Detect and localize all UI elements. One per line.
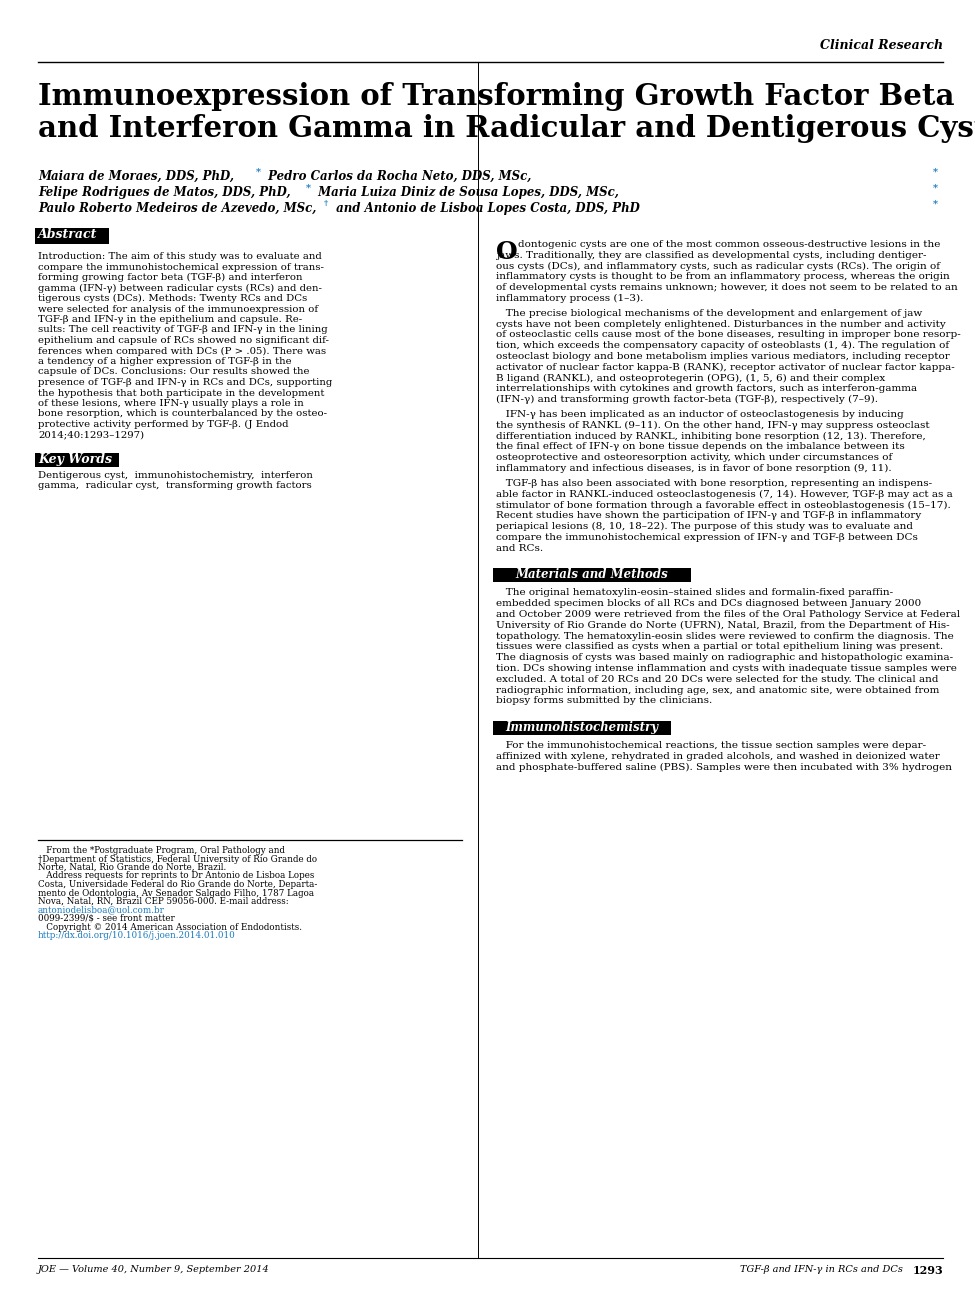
Text: radiographic information, including age, sex, and anatomic site, were obtained f: radiographic information, including age,… xyxy=(496,685,939,694)
Text: tissues were classified as cysts when a partial or total epithelium lining was p: tissues were classified as cysts when a … xyxy=(496,642,943,651)
Text: Key Words: Key Words xyxy=(38,453,112,466)
Text: TGF-β and IFN-γ in RCs and DCs: TGF-β and IFN-γ in RCs and DCs xyxy=(740,1265,903,1274)
Text: inflammatory cysts is thought to be from an inflammatory process, whereas the or: inflammatory cysts is thought to be from… xyxy=(496,273,950,282)
Text: gamma,  radicular cyst,  transforming growth factors: gamma, radicular cyst, transforming grow… xyxy=(38,482,312,491)
Text: Maiara de Moraes, DDS, PhD,: Maiara de Moraes, DDS, PhD, xyxy=(38,170,234,183)
Text: B ligand (RANKL), and osteoprotegerin (OPG), (1, 5, 6) and their complex: B ligand (RANKL), and osteoprotegerin (O… xyxy=(496,373,885,382)
Text: mento de Odontologia, Av Senador Salgado Filho, 1787 Lagoa: mento de Odontologia, Av Senador Salgado… xyxy=(38,889,314,898)
Text: embedded specimen blocks of all RCs and DCs diagnosed between January 2000: embedded specimen blocks of all RCs and … xyxy=(496,599,921,608)
Text: forming growing factor beta (TGF-β) and interferon: forming growing factor beta (TGF-β) and … xyxy=(38,273,302,282)
Text: periapical lesions (8, 10, 18–22). The purpose of this study was to evaluate and: periapical lesions (8, 10, 18–22). The p… xyxy=(496,522,913,531)
Text: ferences when compared with DCs (P > .05). There was: ferences when compared with DCs (P > .05… xyxy=(38,347,326,356)
Text: inflammatory and infectious diseases, is in favor of bone resorption (9, 11).: inflammatory and infectious diseases, is… xyxy=(496,465,891,474)
Text: antoniodelisboa@uol.com.br: antoniodelisboa@uol.com.br xyxy=(38,906,165,915)
Text: were selected for analysis of the immunoexpression of: were selected for analysis of the immuno… xyxy=(38,304,318,313)
Bar xyxy=(35,453,119,467)
Text: The original hematoxylin-eosin–stained slides and formalin-fixed paraffin-: The original hematoxylin-eosin–stained s… xyxy=(496,589,893,598)
Text: †: † xyxy=(324,198,329,207)
Text: activator of nuclear factor kappa-B (RANK), receptor activator of nuclear factor: activator of nuclear factor kappa-B (RAN… xyxy=(496,363,955,372)
Text: Nova, Natal, RN, Brazil CEP 59056-000. E-mail address:: Nova, Natal, RN, Brazil CEP 59056-000. E… xyxy=(38,897,289,906)
Text: stimulator of bone formation through a favorable effect in osteoblastogenesis (1: stimulator of bone formation through a f… xyxy=(496,500,951,509)
Text: excluded. A total of 20 RCs and 20 DCs were selected for the study. The clinical: excluded. A total of 20 RCs and 20 DCs w… xyxy=(496,675,939,684)
Text: and October 2009 were retrieved from the files of the Oral Pathology Service at : and October 2009 were retrieved from the… xyxy=(496,609,960,619)
Text: Felipe Rodrigues de Matos, DDS, PhD,: Felipe Rodrigues de Matos, DDS, PhD, xyxy=(38,187,291,198)
Text: 1293: 1293 xyxy=(913,1265,943,1276)
Text: cysts have not been completely enlightened. Disturbances in the number and activ: cysts have not been completely enlighten… xyxy=(496,320,946,329)
Text: tion. DCs showing intense inflammation and cysts with inadequate tissue samples : tion. DCs showing intense inflammation a… xyxy=(496,664,956,673)
Text: University of Rio Grande do Norte (UFRN), Natal, Brazil, from the Department of : University of Rio Grande do Norte (UFRN)… xyxy=(496,621,950,630)
Text: O: O xyxy=(496,240,518,264)
Text: a tendency of a higher expression of TGF-β in the: a tendency of a higher expression of TGF… xyxy=(38,358,292,365)
Text: of developmental cysts remains unknown; however, it does not seem to be related : of developmental cysts remains unknown; … xyxy=(496,283,957,292)
Text: *: * xyxy=(933,200,938,209)
Bar xyxy=(493,569,691,582)
Text: (IFN-γ) and transforming growth factor-beta (TGF-β), respectively (7–9).: (IFN-γ) and transforming growth factor-b… xyxy=(496,395,878,405)
Text: gamma (IFN-γ) between radicular cysts (RCs) and den-: gamma (IFN-γ) between radicular cysts (R… xyxy=(38,283,322,292)
Text: Immunohistochemistry: Immunohistochemistry xyxy=(505,720,658,733)
Text: Clinical Research: Clinical Research xyxy=(820,39,943,52)
Text: compare the immunohistochemical expression of IFN-γ and TGF-β between DCs: compare the immunohistochemical expressi… xyxy=(496,532,917,542)
Text: and RCs.: and RCs. xyxy=(496,544,543,552)
Text: *: * xyxy=(306,184,311,193)
Text: Recent studies have shown the participation of IFN-γ and TGF-β in inflammatory: Recent studies have shown the participat… xyxy=(496,512,921,521)
Text: †Department of Statistics, Federal University of Rio Grande do: †Department of Statistics, Federal Unive… xyxy=(38,855,317,864)
Text: JOE — Volume 40, Number 9, September 2014: JOE — Volume 40, Number 9, September 201… xyxy=(38,1265,270,1274)
Text: topathology. The hematoxylin-eosin slides were reviewed to confirm the diagnosis: topathology. The hematoxylin-eosin slide… xyxy=(496,632,954,641)
Text: the final effect of IFN-γ on bone tissue depends on the imbalance between its: the final effect of IFN-γ on bone tissue… xyxy=(496,442,905,452)
Text: Copyright © 2014 American Association of Endodontists.: Copyright © 2014 American Association of… xyxy=(38,923,302,932)
Text: Norte, Natal, Rio Grande do Norte, Brazil.: Norte, Natal, Rio Grande do Norte, Brazi… xyxy=(38,863,226,872)
Text: affinized with xylene, rehydrated in graded alcohols, and washed in deionized wa: affinized with xylene, rehydrated in gra… xyxy=(496,752,940,761)
Text: Dentigerous cyst,  immunohistochemistry,  interferon: Dentigerous cyst, immunohistochemistry, … xyxy=(38,471,313,480)
Text: compare the immunohistochemical expression of trans-: compare the immunohistochemical expressi… xyxy=(38,262,324,271)
Text: sults: The cell reactivity of TGF-β and IFN-γ in the lining: sults: The cell reactivity of TGF-β and … xyxy=(38,325,328,334)
Text: epithelium and capsule of RCs showed no significant dif-: epithelium and capsule of RCs showed no … xyxy=(38,335,329,345)
Text: protective activity performed by TGF-β. (J Endod: protective activity performed by TGF-β. … xyxy=(38,420,289,429)
Text: Paulo Roberto Medeiros de Azevedo, MSc,: Paulo Roberto Medeiros de Azevedo, MSc, xyxy=(38,202,316,215)
Text: Materials and Methods: Materials and Methods xyxy=(516,568,669,581)
Text: tigerous cysts (DCs). Methods: Twenty RCs and DCs: tigerous cysts (DCs). Methods: Twenty RC… xyxy=(38,294,307,303)
Text: and Antonio de Lisboa Lopes Costa, DDS, PhD: and Antonio de Lisboa Lopes Costa, DDS, … xyxy=(332,202,640,215)
Text: the hypothesis that both participate in the development: the hypothesis that both participate in … xyxy=(38,389,325,398)
Text: jaws. Traditionally, they are classified as developmental cysts, including denti: jaws. Traditionally, they are classified… xyxy=(496,251,926,260)
Text: TGF-β and IFN-γ in the epithelium and capsule. Re-: TGF-β and IFN-γ in the epithelium and ca… xyxy=(38,315,302,324)
Text: biopsy forms submitted by the clinicians.: biopsy forms submitted by the clinicians… xyxy=(496,697,713,706)
Text: The precise biological mechanisms of the development and enlargement of jaw: The precise biological mechanisms of the… xyxy=(496,309,922,318)
Text: http://dx.doi.org/10.1016/j.joen.2014.01.010: http://dx.doi.org/10.1016/j.joen.2014.01… xyxy=(38,930,236,940)
Text: Abstract: Abstract xyxy=(38,228,98,241)
Text: of these lesions, where IFN-γ usually plays a role in: of these lesions, where IFN-γ usually pl… xyxy=(38,399,304,408)
Text: *: * xyxy=(933,168,938,177)
Text: *: * xyxy=(933,184,938,193)
Text: the synthesis of RANKL (9–11). On the other hand, IFN-γ may suppress osteoclast: the synthesis of RANKL (9–11). On the ot… xyxy=(496,420,929,429)
Text: interrelationships with cytokines and growth factors, such as interferon-gamma: interrelationships with cytokines and gr… xyxy=(496,385,917,393)
Text: of osteoclastic cells cause most of the bone diseases, resulting in improper bon: of osteoclastic cells cause most of the … xyxy=(496,330,960,339)
Text: *: * xyxy=(256,168,261,177)
Text: Introduction: The aim of this study was to evaluate and: Introduction: The aim of this study was … xyxy=(38,252,322,261)
Text: capsule of DCs. Conclusions: Our results showed the: capsule of DCs. Conclusions: Our results… xyxy=(38,368,309,377)
Text: Maria Luiza Diniz de Sousa Lopes, DDS, MSc,: Maria Luiza Diniz de Sousa Lopes, DDS, M… xyxy=(314,187,619,198)
Text: From the *Postgraduate Program, Oral Pathology and: From the *Postgraduate Program, Oral Pat… xyxy=(38,846,285,855)
Text: 0099-2399/$ - see front matter: 0099-2399/$ - see front matter xyxy=(38,913,175,923)
Text: 2014;40:1293–1297): 2014;40:1293–1297) xyxy=(38,431,144,440)
Text: inflammatory process (1–3).: inflammatory process (1–3). xyxy=(496,294,644,303)
Text: bone resorption, which is counterbalanced by the osteo-: bone resorption, which is counterbalance… xyxy=(38,410,327,419)
Bar xyxy=(493,722,671,735)
Text: Immunoexpression of Transforming Growth Factor Beta
and Interferon Gamma in Radi: Immunoexpression of Transforming Growth … xyxy=(38,82,975,144)
Text: Pedro Carlos da Rocha Neto, DDS, MSc,: Pedro Carlos da Rocha Neto, DDS, MSc, xyxy=(264,170,531,183)
Text: presence of TGF-β and IFN-γ in RCs and DCs, supporting: presence of TGF-β and IFN-γ in RCs and D… xyxy=(38,378,332,388)
Text: The diagnosis of cysts was based mainly on radiographic and histopathologic exam: The diagnosis of cysts was based mainly … xyxy=(496,654,954,662)
Text: Costa, Universidade Federal do Rio Grande do Norte, Departa-: Costa, Universidade Federal do Rio Grand… xyxy=(38,880,318,889)
Bar xyxy=(35,228,109,244)
Text: IFN-γ has been implicated as an inductor of osteoclastogenesis by inducing: IFN-γ has been implicated as an inductor… xyxy=(496,410,904,419)
Text: osteoclast biology and bone metabolism implies various mediators, including rece: osteoclast biology and bone metabolism i… xyxy=(496,352,950,361)
Text: dontogenic cysts are one of the most common osseous-destructive lesions in the: dontogenic cysts are one of the most com… xyxy=(518,240,940,249)
Text: tion, which exceeds the compensatory capacity of osteoblasts (1, 4). The regulat: tion, which exceeds the compensatory cap… xyxy=(496,341,949,350)
Text: able factor in RANKL-induced osteoclastogenesis (7, 14). However, TGF-β may act : able factor in RANKL-induced osteoclasto… xyxy=(496,489,953,499)
Text: ous cysts (DCs), and inflammatory cysts, such as radicular cysts (RCs). The orig: ous cysts (DCs), and inflammatory cysts,… xyxy=(496,261,940,270)
Text: osteoprotective and osteoresorption activity, which under circumstances of: osteoprotective and osteoresorption acti… xyxy=(496,453,892,462)
Text: and phosphate-buffered saline (PBS). Samples were then incubated with 3% hydroge: and phosphate-buffered saline (PBS). Sam… xyxy=(496,763,952,773)
Text: Address requests for reprints to Dr Antonio de Lisboa Lopes: Address requests for reprints to Dr Anto… xyxy=(38,872,314,881)
Text: differentiation induced by RANKL, inhibiting bone resorption (12, 13). Therefore: differentiation induced by RANKL, inhibi… xyxy=(496,432,925,441)
Text: For the immunohistochemical reactions, the tissue section samples were depar-: For the immunohistochemical reactions, t… xyxy=(496,741,926,750)
Text: TGF-β has also been associated with bone resorption, representing an indispens-: TGF-β has also been associated with bone… xyxy=(496,479,932,488)
